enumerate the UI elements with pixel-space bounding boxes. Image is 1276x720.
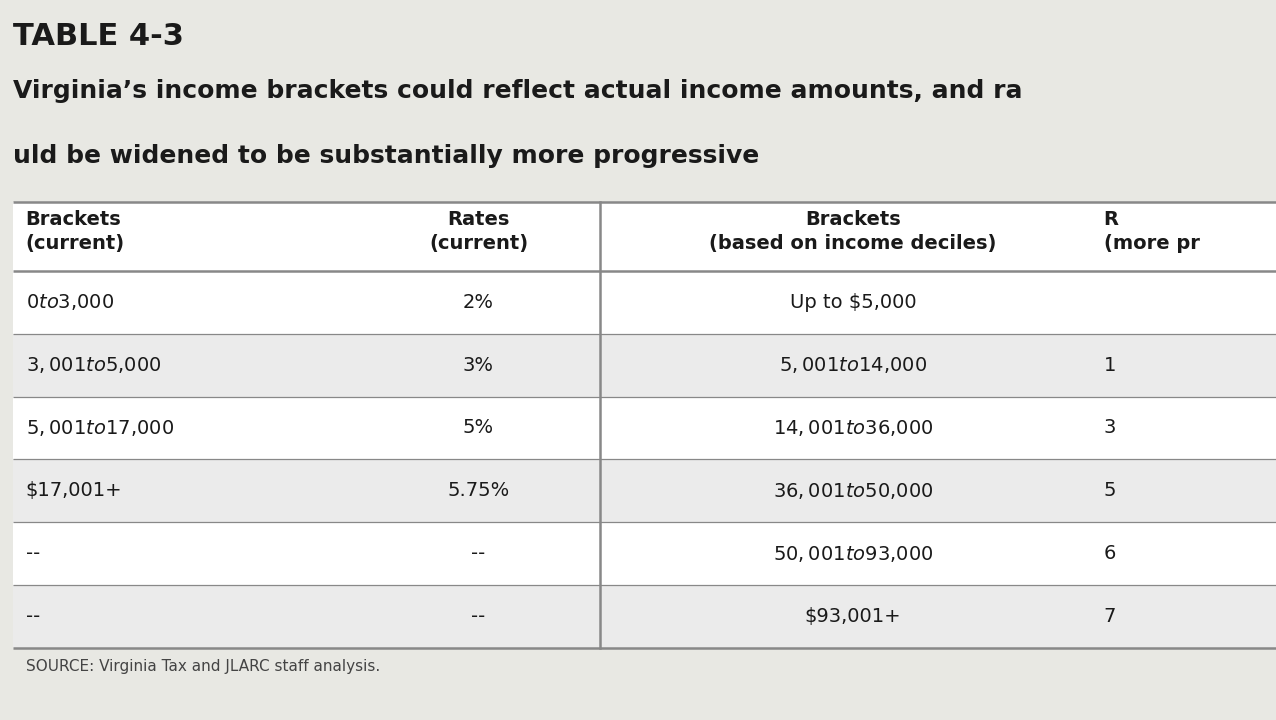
Text: 1: 1	[1104, 356, 1116, 374]
Text: R
(more pr: R (more pr	[1104, 210, 1199, 253]
Text: $50,001 to $93,000: $50,001 to $93,000	[773, 544, 933, 564]
Text: 6: 6	[1104, 544, 1116, 563]
Text: $0 to $3,000: $0 to $3,000	[26, 292, 114, 312]
Text: Brackets
(current): Brackets (current)	[26, 210, 125, 253]
Text: $17,001+: $17,001+	[26, 482, 122, 500]
Text: $5,001 to $17,000: $5,001 to $17,000	[26, 418, 174, 438]
Text: $36,001 to $50,000: $36,001 to $50,000	[773, 481, 933, 501]
Text: 3: 3	[1104, 418, 1116, 438]
Text: --: --	[471, 544, 486, 563]
Text: 3%: 3%	[463, 356, 494, 374]
Text: --: --	[26, 607, 40, 626]
Text: SOURCE: Virginia Tax and JLARC staff analysis.: SOURCE: Virginia Tax and JLARC staff ana…	[26, 659, 380, 674]
Text: $3,001 to $5,000: $3,001 to $5,000	[26, 355, 161, 375]
Text: TABLE 4-3: TABLE 4-3	[13, 22, 184, 50]
Bar	[13, 585, 1276, 648]
Text: 2%: 2%	[463, 293, 494, 312]
Text: Rates
(current): Rates (current)	[429, 210, 528, 253]
Text: 7: 7	[1104, 607, 1116, 626]
Bar	[13, 459, 1276, 522]
Text: --: --	[471, 607, 486, 626]
Text: 5: 5	[1104, 482, 1116, 500]
Bar	[13, 333, 1276, 397]
Text: Brackets
(based on income deciles): Brackets (based on income deciles)	[709, 210, 997, 253]
Text: Up to $5,000: Up to $5,000	[790, 293, 916, 312]
Text: uld be widened to be substantially more progressive: uld be widened to be substantially more …	[13, 144, 759, 168]
Text: --: --	[26, 544, 40, 563]
Text: $5,001 to $14,000: $5,001 to $14,000	[780, 355, 926, 375]
Text: $14,001 to $36,000: $14,001 to $36,000	[773, 418, 933, 438]
Text: 5.75%: 5.75%	[448, 482, 509, 500]
Text: Virginia’s income brackets could reflect actual income amounts, and ra: Virginia’s income brackets could reflect…	[13, 79, 1022, 103]
Text: 5%: 5%	[463, 418, 494, 438]
Text: $93,001+: $93,001+	[805, 607, 901, 626]
